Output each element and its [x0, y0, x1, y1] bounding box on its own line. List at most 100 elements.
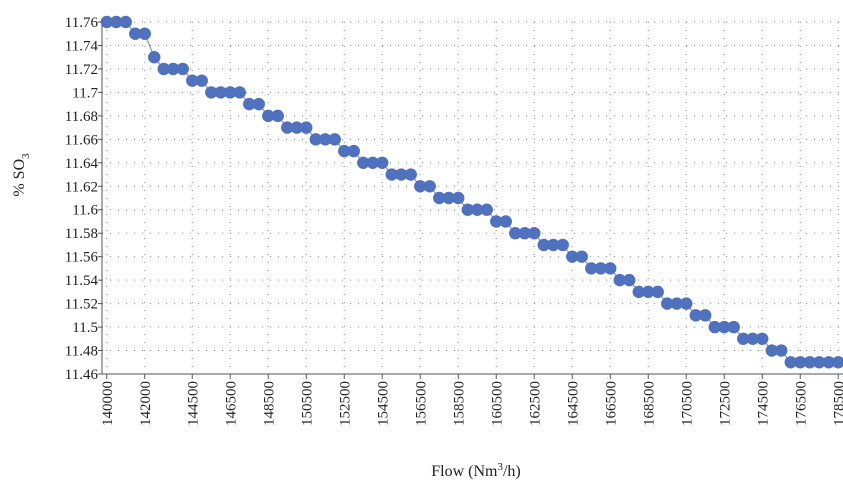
data-point [243, 97, 256, 111]
data-point [395, 168, 408, 181]
data-point [480, 203, 493, 216]
data-point [642, 285, 655, 299]
x-tick-label: 170500 [679, 381, 695, 426]
data-point [262, 109, 275, 123]
y-tick-label: 11.52 [65, 297, 98, 313]
y-tick-label: 11.58 [65, 226, 98, 242]
data-point [661, 297, 674, 310]
data-point [651, 285, 664, 299]
x-tick-label: 178500 [831, 381, 843, 426]
data-point [471, 203, 484, 216]
data-point [309, 133, 322, 146]
data-point [148, 51, 161, 64]
data-point [623, 273, 636, 287]
x-tick-label: 172500 [717, 381, 733, 426]
y-tick-label: 11.76 [65, 15, 99, 31]
y-tick-label: 11.62 [65, 179, 98, 195]
y-tick-label: 11.6 [72, 203, 98, 219]
x-tick-label: 164500 [565, 381, 581, 426]
data-point [756, 332, 769, 345]
data-point [385, 168, 398, 181]
y-axis-label: % SO3 [11, 153, 32, 197]
data-point [746, 332, 759, 345]
data-point [813, 356, 826, 369]
data-point [452, 191, 465, 205]
y-tick-label: 11.74 [65, 38, 99, 54]
data-point [338, 144, 351, 158]
data-point [186, 74, 199, 87]
data-point [585, 262, 598, 275]
data-point [176, 62, 189, 76]
data-point [404, 168, 417, 181]
data-point [195, 74, 208, 87]
data-point [689, 309, 702, 322]
x-tick-label: 160500 [489, 381, 505, 426]
data-point [765, 344, 778, 357]
data-point [499, 215, 512, 228]
y-tick-label: 11.64 [65, 156, 99, 172]
y-axis-label-subscript: 3 [20, 153, 32, 159]
y-tick-label: 11.46 [65, 367, 99, 383]
x-axis-label-superscript: 3 [497, 461, 503, 473]
x-tick-label: 162500 [527, 381, 543, 426]
data-point [461, 203, 474, 216]
x-tick-label: 174500 [755, 381, 771, 426]
data-point [233, 86, 246, 99]
x-axis-ticks: 140000 142000 144500 146500 148500 150500 1525… [100, 374, 843, 426]
series-line [106, 21, 843, 363]
data-point [205, 86, 218, 99]
data-point [566, 250, 579, 263]
data-point [509, 227, 522, 240]
x-tick-label: 152500 [337, 381, 353, 426]
data-point [822, 356, 835, 369]
data-point [328, 133, 341, 146]
x-tick-label: 142000 [138, 381, 154, 426]
data-point [423, 180, 436, 193]
data-point [670, 297, 683, 310]
data-point [214, 86, 227, 99]
y-tick-label: 11.5 [72, 320, 98, 336]
data-point [319, 133, 332, 146]
data-point [727, 320, 740, 334]
data-point [718, 320, 731, 334]
data-point [110, 15, 123, 29]
data-series [100, 15, 843, 369]
data-point [794, 356, 807, 369]
data-point [832, 356, 843, 369]
data-point [575, 250, 588, 263]
data-point [271, 109, 284, 123]
data-point [129, 27, 142, 40]
data-point [376, 156, 389, 169]
data-point [100, 15, 113, 29]
y-axis-ticks: 11.76 11.74 11.72 11.7 11.68 11.66 11.64 11.62 1… [65, 15, 102, 383]
x-tick-label: 144500 [185, 381, 201, 426]
data-point [737, 332, 750, 345]
data-point [775, 344, 788, 357]
data-point [414, 180, 427, 193]
x-tick-label: 140000 [100, 381, 116, 426]
y-tick-label: 11.48 [65, 344, 98, 360]
data-point [224, 86, 237, 99]
data-point [680, 297, 693, 310]
x-tick-label: 154500 [375, 381, 391, 426]
data-point [604, 262, 617, 275]
data-point [290, 121, 303, 134]
data-point [300, 121, 313, 134]
data-point [528, 227, 541, 240]
y-tick-label: 11.56 [65, 250, 99, 266]
x-axis-label: Flow (Nm3/h) [431, 461, 521, 480]
x-tick-label: 166500 [603, 381, 619, 426]
data-point [157, 62, 170, 76]
x-tick-label: 176500 [793, 381, 809, 426]
data-point [281, 121, 294, 134]
data-point [167, 62, 180, 76]
y-tick-label: 11.54 [65, 273, 99, 289]
data-point [547, 238, 560, 252]
data-point [138, 27, 151, 40]
data-point [699, 309, 712, 322]
x-tick-label: 156500 [413, 381, 429, 426]
data-point [594, 262, 607, 275]
x-tick-label: 148500 [261, 381, 277, 426]
data-point [366, 156, 379, 169]
